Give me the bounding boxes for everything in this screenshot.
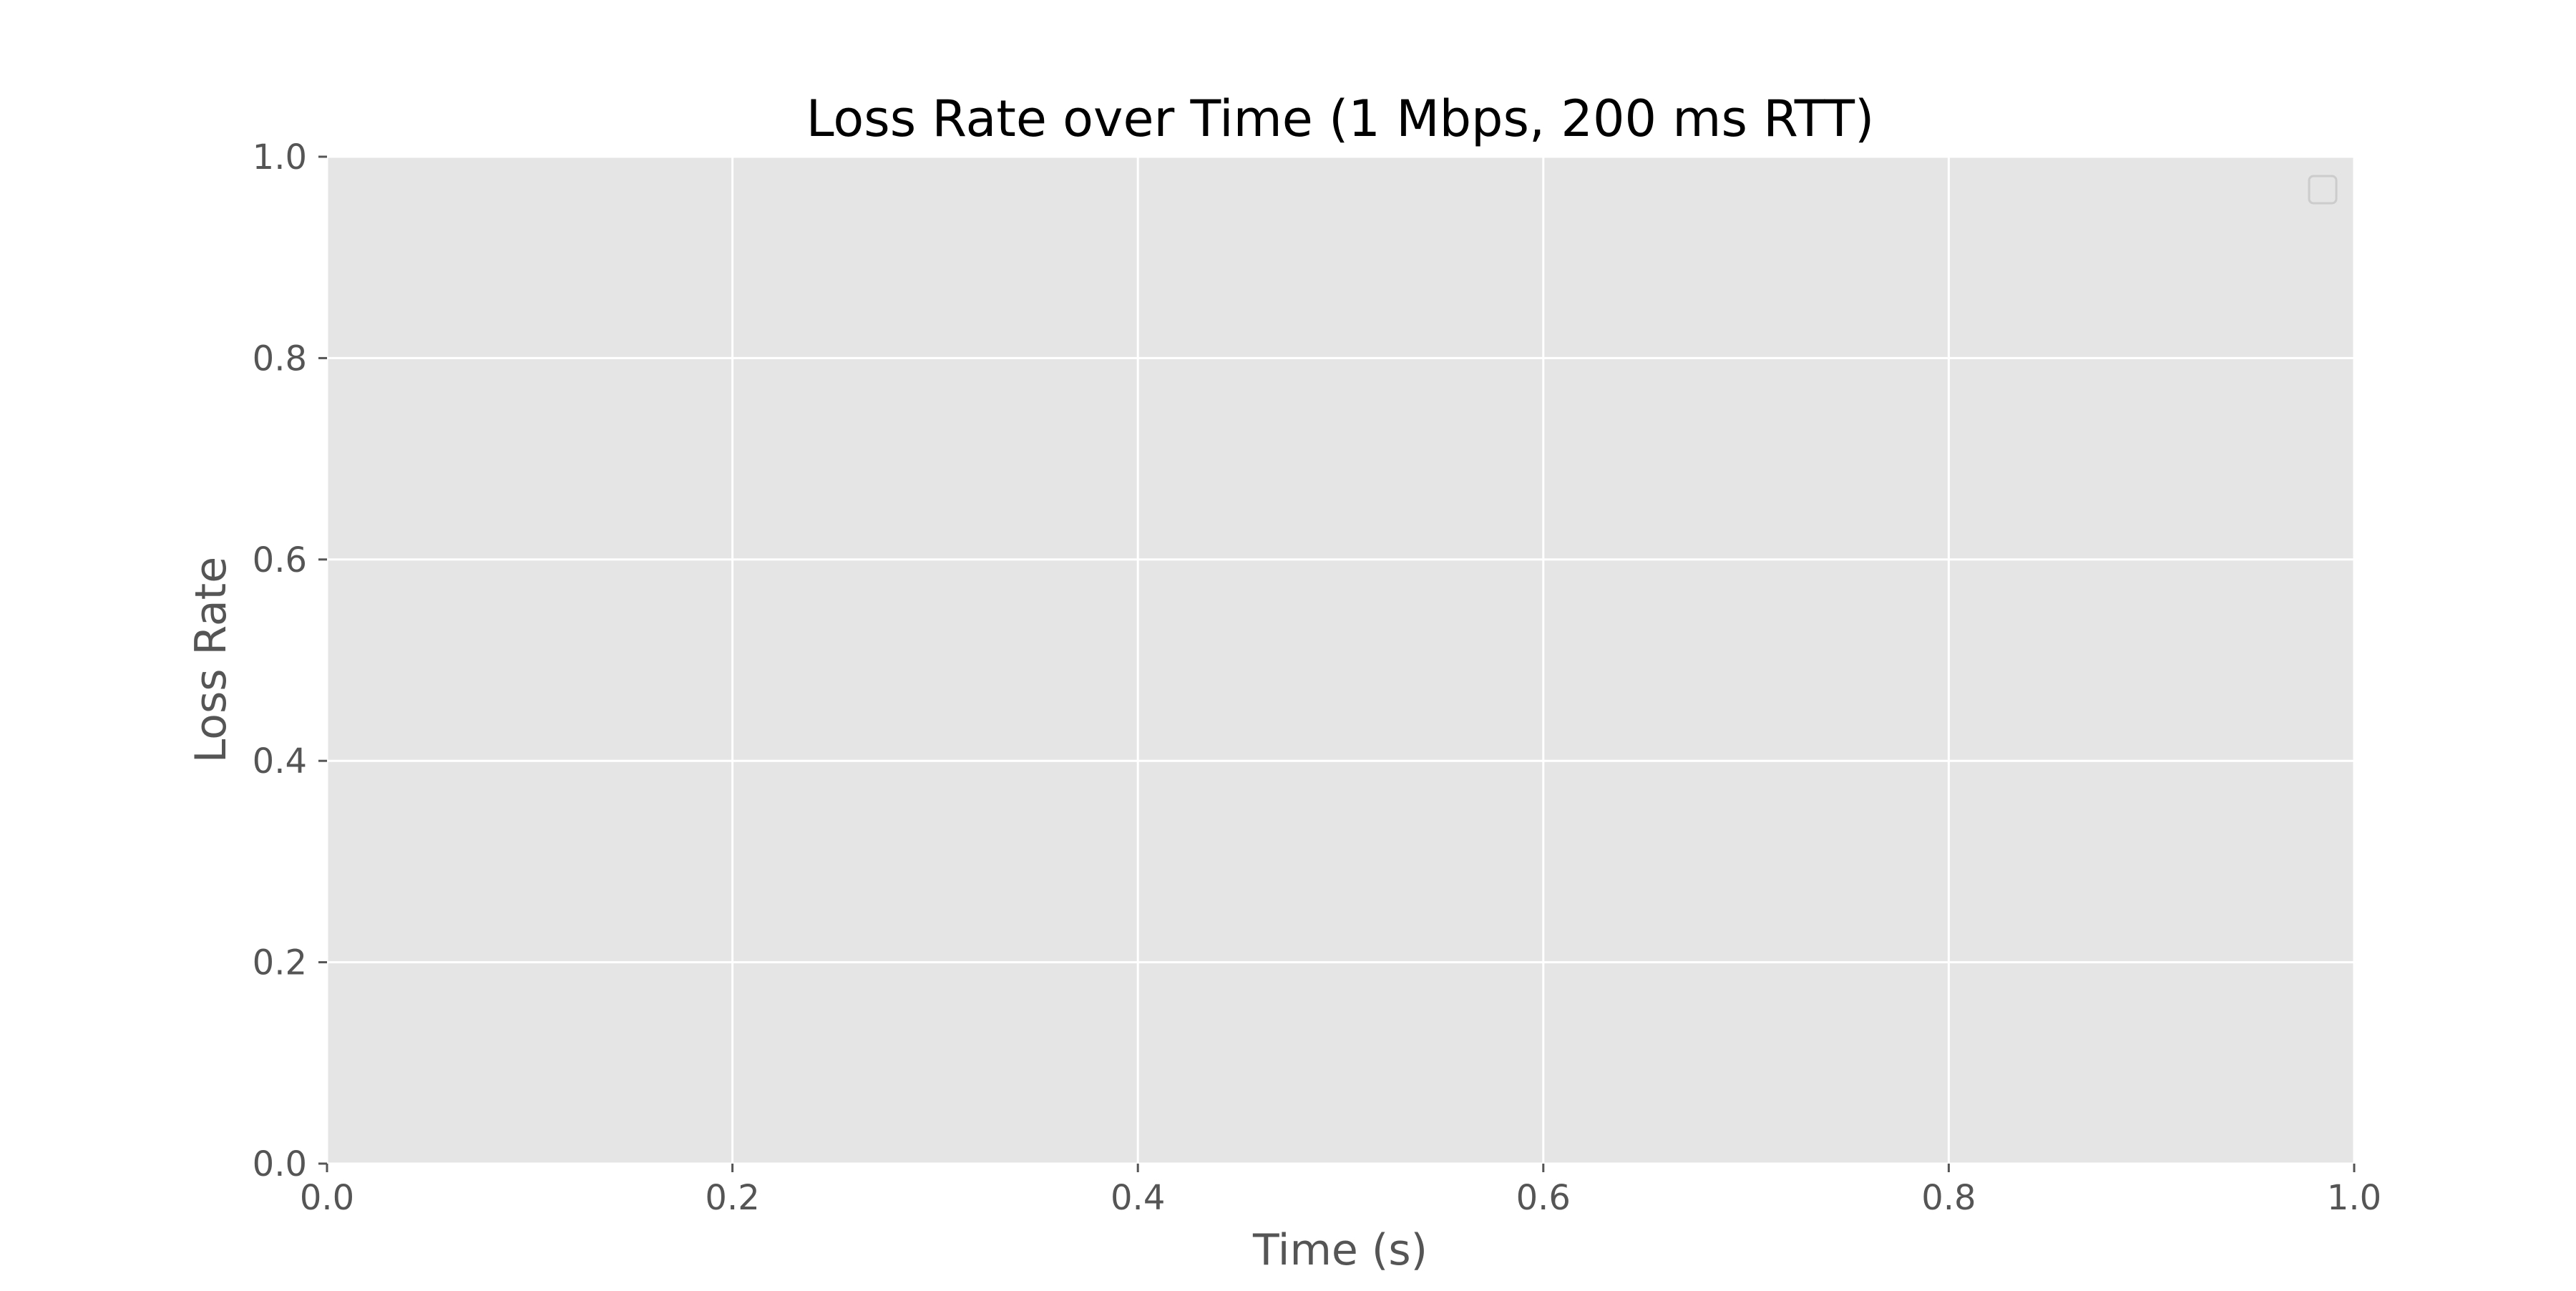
grid-lines [326, 155, 2356, 1165]
axes: 0.0 0.2 0.4 0.6 0.8 1.0 0.0 0.2 0.4 0.6 0.8 1.0 [253, 137, 2382, 1218]
y-axis-label: Loss Rate [186, 557, 236, 763]
x-tick-label: 0.6 [1516, 1178, 1571, 1218]
x-tick-label: 0.2 [705, 1178, 759, 1218]
y-tick-label: 0.4 [253, 741, 307, 781]
legend [2308, 175, 2338, 205]
x-tick-label: 0.8 [1921, 1178, 1976, 1218]
y-tick-label: 0.0 [253, 1144, 307, 1184]
x-tick-label: 0.0 [300, 1178, 354, 1218]
plot-area [327, 157, 2354, 1164]
x-axis-label: Time (s) [1252, 1225, 1428, 1275]
x-tick-label: 0.4 [1111, 1178, 1165, 1218]
y-tick-label: 0.6 [253, 540, 307, 580]
chart-title: Loss Rate over Time (1 Mbps, 200 ms RTT) [806, 89, 1875, 148]
y-tick-label: 0.8 [253, 338, 307, 379]
y-tick-label: 1.0 [253, 137, 307, 177]
y-tick-label: 0.2 [253, 943, 307, 983]
x-tick-label: 1.0 [2327, 1178, 2381, 1218]
